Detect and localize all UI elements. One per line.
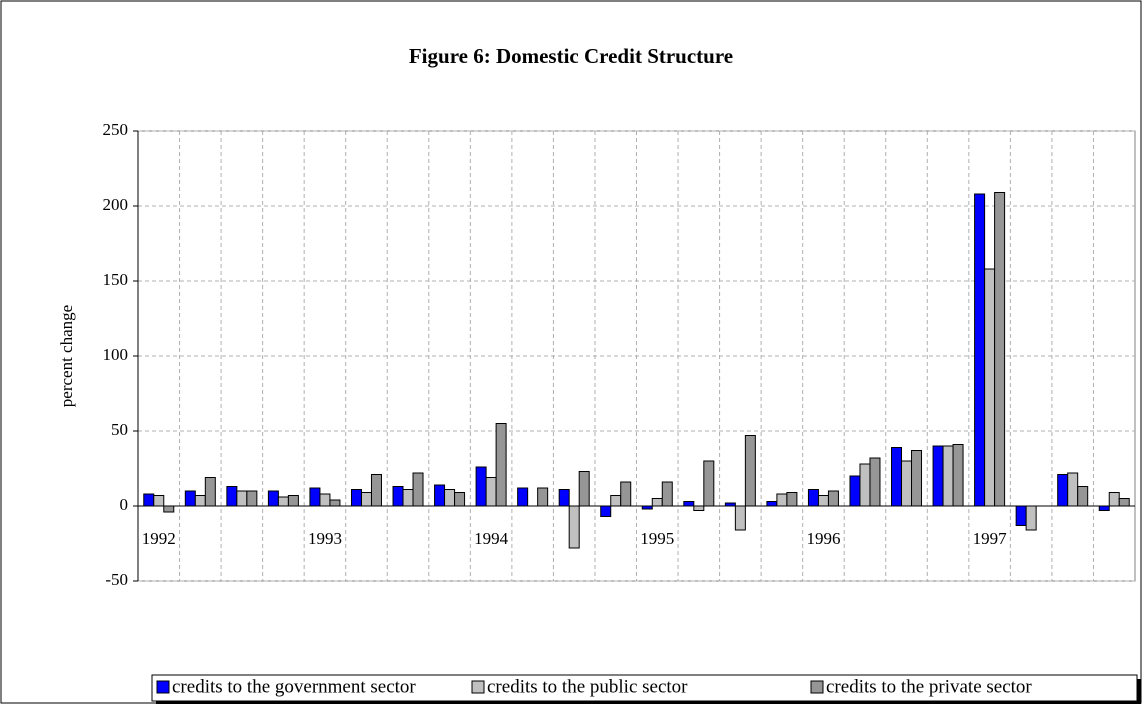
bar — [600, 505, 612, 517]
bar — [485, 477, 497, 507]
y-tick-label: 200 — [103, 195, 129, 214]
bar — [568, 505, 580, 549]
bar — [454, 492, 466, 507]
bar — [901, 460, 913, 507]
bar — [994, 192, 1006, 507]
bar — [817, 495, 829, 507]
bar — [1025, 505, 1037, 531]
bar — [610, 495, 622, 507]
x-tick-label: 1997 — [973, 529, 1008, 548]
bar — [309, 487, 321, 507]
bar — [434, 484, 446, 507]
bar — [942, 445, 954, 507]
bar — [683, 501, 695, 507]
bar — [651, 498, 663, 507]
bar — [319, 493, 331, 507]
bar — [392, 486, 404, 507]
bar — [1067, 472, 1079, 507]
bar — [974, 193, 986, 507]
bar — [849, 475, 861, 507]
x-tick-label: 1994 — [474, 529, 509, 548]
bar — [661, 481, 673, 507]
bar — [1098, 505, 1110, 511]
bar — [578, 471, 590, 507]
bar — [267, 490, 279, 507]
bar — [329, 499, 341, 507]
bar — [1057, 474, 1069, 507]
x-tick-label: 1992 — [142, 529, 176, 548]
bar — [412, 472, 424, 507]
bar — [184, 490, 196, 507]
legend-label: credits to the private sector — [826, 676, 1032, 697]
bar — [932, 445, 944, 507]
bar — [1015, 505, 1027, 526]
bar — [537, 487, 549, 507]
x-tick-label: 1993 — [308, 529, 342, 548]
bar — [724, 502, 736, 507]
legend-swatch — [810, 680, 824, 694]
chart-title: Figure 6: Domestic Credit Structure — [409, 44, 733, 68]
bar — [444, 489, 456, 507]
bar — [495, 423, 507, 507]
bar — [350, 489, 362, 507]
legend-label: credits to the public sector — [487, 676, 688, 697]
bar — [744, 435, 756, 507]
legend-swatch — [156, 680, 170, 694]
bar — [911, 450, 923, 507]
bar — [236, 490, 248, 507]
y-tick-label: 150 — [103, 270, 129, 289]
bar — [287, 495, 299, 507]
bar — [475, 466, 487, 507]
bar — [891, 447, 903, 507]
bar — [194, 495, 206, 507]
bar — [703, 460, 715, 507]
y-axis-label: percent change — [57, 305, 76, 407]
x-tick-label: 1995 — [640, 529, 674, 548]
bar — [786, 492, 798, 507]
y-tick-label: -50 — [105, 570, 128, 589]
bar — [558, 489, 570, 507]
bar — [952, 444, 964, 507]
bar — [869, 457, 881, 507]
bar — [517, 487, 529, 507]
bar — [693, 505, 705, 511]
bar — [143, 493, 155, 507]
bar — [226, 486, 238, 507]
legend-swatch — [471, 680, 485, 694]
bar — [766, 501, 778, 507]
bar — [776, 493, 788, 507]
y-tick-label: 0 — [120, 495, 129, 514]
bar — [204, 477, 216, 507]
y-tick-label: 250 — [103, 120, 129, 139]
bar — [984, 268, 996, 507]
bar — [246, 490, 258, 507]
bar — [807, 489, 819, 507]
bar — [402, 489, 414, 507]
x-tick-label: 1996 — [806, 529, 840, 548]
y-tick-label: 50 — [111, 420, 128, 439]
bar — [641, 505, 653, 510]
bar — [1077, 486, 1089, 507]
bar — [859, 463, 871, 507]
bar — [163, 505, 175, 513]
bar — [277, 496, 289, 507]
legend-label: credits to the government sector — [172, 676, 416, 697]
legend-box — [151, 674, 1138, 702]
bar — [734, 505, 746, 531]
bar — [1108, 492, 1120, 507]
y-tick-label: 100 — [103, 345, 129, 364]
bar — [620, 481, 632, 507]
bar — [370, 474, 382, 507]
bar — [360, 492, 372, 507]
bar — [1118, 498, 1130, 507]
bar — [827, 490, 839, 507]
bar — [153, 495, 165, 507]
